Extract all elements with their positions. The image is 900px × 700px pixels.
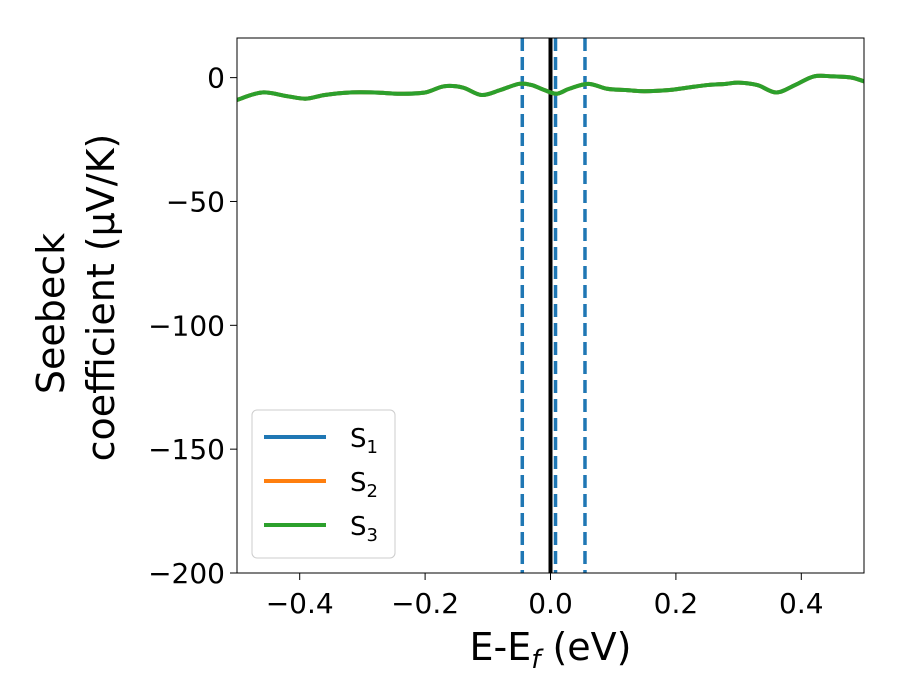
x-tick-label: −0.2 (391, 587, 459, 620)
x-ticks: −0.4 −0.2 0.0 0.2 0.4 (266, 573, 824, 620)
legend-label: S1 (350, 424, 378, 458)
x-tick-label: −0.4 (266, 587, 334, 620)
legend-label: S3 (350, 512, 378, 546)
y-axis-label-line1: Seebeck (29, 233, 73, 394)
y-tick-label: −100 (148, 309, 225, 342)
x-axis-label-unit: (eV) (540, 625, 631, 669)
y-tick-label: −150 (148, 433, 225, 466)
y-axis-label: Seebeck coefficient (μV/K) (29, 134, 123, 462)
x-axis-label-main: E-E (470, 625, 532, 669)
x-tick-label: 0.2 (654, 587, 699, 620)
x-axis-label: E-Ef (eV) (470, 625, 632, 675)
x-tick-label: 0.4 (779, 587, 824, 620)
legend-box (251, 409, 396, 559)
y-ticks: 0 −50 −100 −150 −200 (148, 62, 237, 590)
y-axis-label-line2: coefficient (μV/K) (79, 134, 123, 462)
vertical-lines (520, 38, 587, 573)
legend: S1 S2 S3 (251, 409, 396, 559)
series-lines (237, 73, 864, 102)
y-tick-label: −200 (148, 557, 225, 590)
legend-label: S2 (350, 468, 378, 502)
x-tick-label: 0.0 (528, 587, 573, 620)
y-tick-label: 0 (207, 62, 225, 95)
y-tick-label: −50 (166, 185, 225, 218)
series-line-S3 (237, 73, 864, 102)
